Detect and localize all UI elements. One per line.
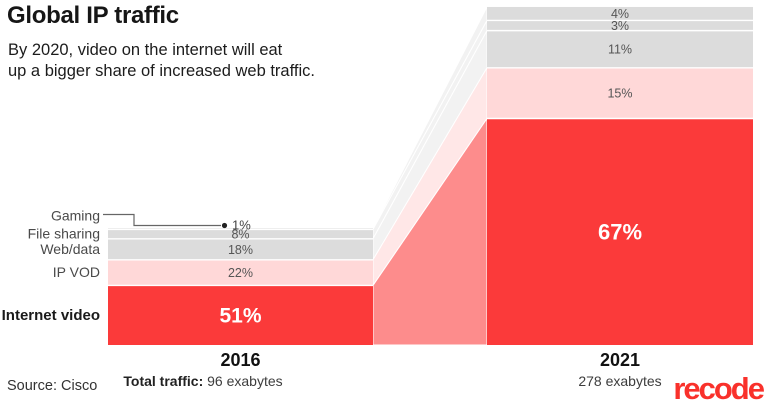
total-traffic-2021-value: 278 exabytes — [578, 373, 662, 389]
bar-2016-segment-internet-video — [108, 285, 373, 345]
recode-logo: recode — [673, 371, 765, 403]
bar-2016-segment-file-sharing — [108, 229, 373, 239]
total-traffic-label: Total traffic: — [123, 373, 204, 389]
axis-label-2021: 2021 — [599, 350, 641, 370]
gaming-callout-line — [103, 213, 221, 227]
bar-2016-segment-ip-vod — [108, 259, 373, 286]
chart-subtitle: By 2020, video on the internet will eat … — [8, 40, 315, 82]
subtitle-line-2: up a bigger share of increased web traff… — [8, 62, 315, 80]
category-label-internet-video: Internet video — [2, 307, 100, 324]
total-traffic-2016: Total traffic: 96 exabytes — [63, 373, 343, 389]
total-traffic-2021: 278 exabytes — [487, 373, 753, 389]
axis-label-2016: 2016 — [220, 350, 261, 370]
category-label-file-sharing: File sharing — [28, 226, 100, 242]
bar-2021-segment-gaming — [487, 6, 753, 21]
value-label-2016-gaming: 1% — [232, 218, 251, 233]
value-label-2016-internet-video: 51% — [219, 305, 261, 328]
bar-2021-segment-internet-video — [487, 118, 753, 345]
value-label-2016-ip-vod: 22% — [228, 266, 253, 280]
subtitle-line-1: By 2020, video on the internet will eat — [8, 41, 283, 59]
value-label-2021-gaming: 4% — [611, 7, 629, 21]
page-title: Global IP traffic — [7, 2, 179, 29]
value-label-2021-ip-vod: 15% — [607, 87, 632, 101]
source-credit: Source: Cisco — [7, 378, 98, 394]
category-label-gaming: Gaming — [51, 208, 100, 224]
value-label-2021-file-sharing: 3% — [611, 19, 629, 33]
value-label-2021-internet-video: 67% — [598, 219, 642, 244]
bar-2021-segment-file-sharing — [487, 20, 753, 31]
category-label-web-data: Web/data — [40, 241, 100, 257]
gaming-callout-dot — [221, 222, 228, 229]
total-traffic-2016-value: 96 exabytes — [207, 373, 283, 389]
value-label-2016-file-sharing: 8% — [231, 228, 249, 242]
bar-2021-segment-ip-vod — [487, 67, 753, 119]
value-label-2016-web-data: 18% — [228, 243, 253, 257]
bar-2021-segment-web-data — [487, 30, 753, 68]
bar-2016-segment-web-data — [108, 238, 373, 260]
value-label-2021-web-data: 11% — [608, 43, 632, 57]
category-label-ip-vod: IP VOD — [53, 264, 100, 280]
